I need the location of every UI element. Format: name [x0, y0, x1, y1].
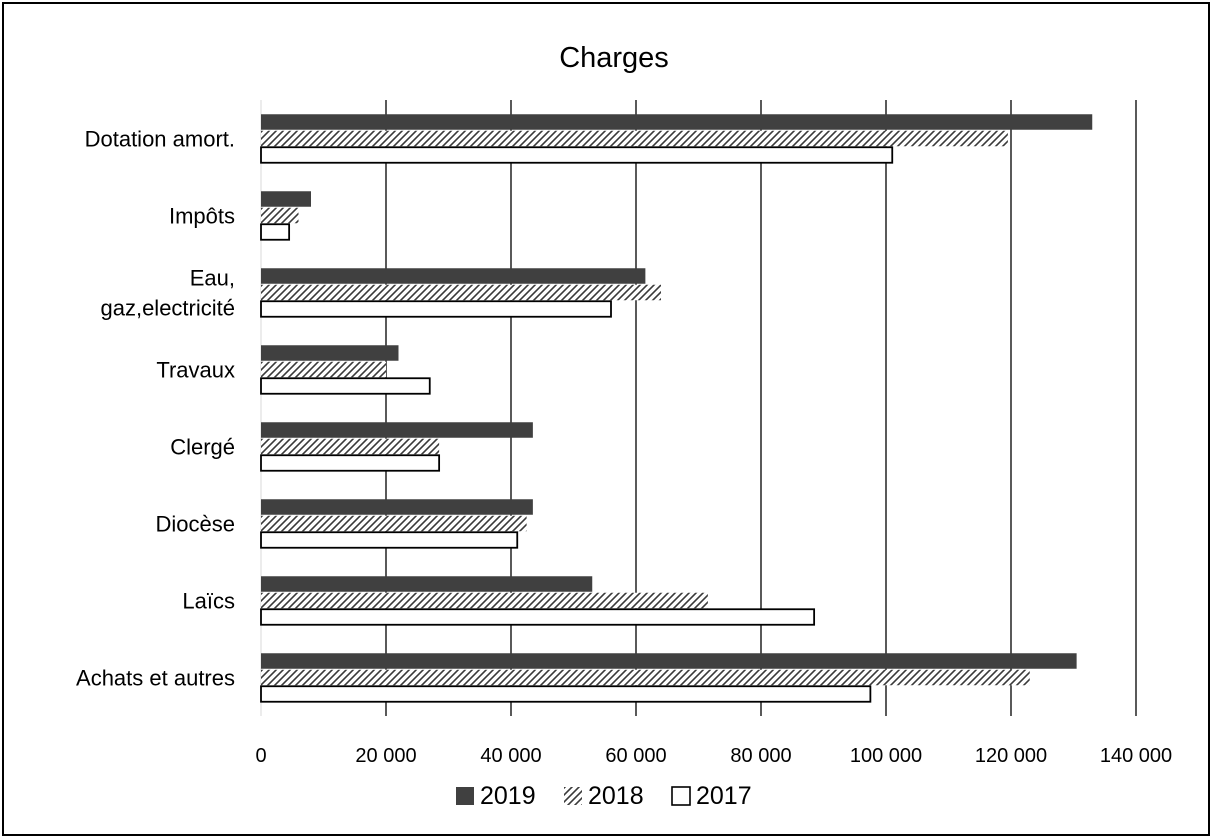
- legend-swatch-2017: [671, 786, 691, 806]
- x-tick-label: 20 000: [355, 745, 416, 767]
- x-tick-label: 40 000: [480, 745, 541, 767]
- bar-2019: [261, 345, 399, 361]
- category-label: Dotation amort.: [85, 127, 235, 152]
- bar-2019: [261, 653, 1077, 669]
- gridlines: [260, 100, 1137, 716]
- legend-label-2017: 2017: [696, 782, 752, 810]
- bar-2018: [261, 284, 661, 301]
- bar-2017: [260, 377, 431, 395]
- bar-2019: [261, 499, 533, 515]
- bar-2019: [261, 422, 533, 438]
- x-tick-label: 100 000: [850, 745, 922, 767]
- legend-label-2019: 2019: [480, 782, 536, 810]
- category-label: Laïcs: [182, 589, 235, 614]
- bar-2019: [261, 576, 593, 592]
- chart-title: Charges: [559, 42, 669, 74]
- bar-2018: [261, 130, 1008, 147]
- category-label: Impôts: [169, 204, 235, 229]
- legend: 2019 2018 2017: [456, 782, 752, 810]
- bar-2018: [261, 592, 708, 609]
- legend-swatch-2018: [564, 787, 582, 805]
- bar-2019: [261, 114, 1093, 130]
- category-labels: Dotation amort. Impôts Eau, gaz,electricité…: [76, 127, 235, 691]
- bar-2017: [260, 223, 291, 241]
- bar-2018: [261, 361, 386, 378]
- bar-2019: [261, 268, 646, 284]
- bar-2017: [260, 685, 872, 703]
- category-label: gaz,electricité: [100, 296, 235, 321]
- bar-2017: [260, 300, 612, 318]
- category-label: Eau,: [190, 266, 235, 291]
- category-label: Travaux: [156, 358, 235, 383]
- x-tick-label: 80 000: [730, 745, 791, 767]
- bar-2018: [261, 207, 299, 224]
- x-tick-label: 0: [255, 745, 266, 767]
- bar-2018: [261, 438, 440, 455]
- bar-2017: [260, 531, 519, 549]
- x-tick-label: 140 000: [1100, 745, 1172, 767]
- bar-2018: [261, 669, 1030, 686]
- bar-2019: [261, 191, 311, 207]
- bar-2017: [260, 146, 894, 164]
- bar-2018: [261, 515, 527, 532]
- legend-swatch-2019: [456, 787, 474, 805]
- category-label: Diocèse: [156, 512, 235, 537]
- x-tick-label: 120 000: [975, 745, 1047, 767]
- bar-2017: [260, 608, 816, 626]
- bar-2017: [260, 454, 441, 472]
- x-tick-label: 60 000: [605, 745, 666, 767]
- category-label: Clergé: [170, 435, 235, 460]
- category-label: Achats et autres: [76, 666, 235, 691]
- charges-bar-chart: Charges Dotation amort. Impôts Eau, gaz,ele…: [76, 42, 1172, 810]
- legend-label-2018: 2018: [588, 782, 644, 810]
- x-axis-tick-labels: 0 20 000 40 000 60 000 80 000 100 000 120 000 1…: [255, 745, 1172, 767]
- bars: [260, 114, 1093, 703]
